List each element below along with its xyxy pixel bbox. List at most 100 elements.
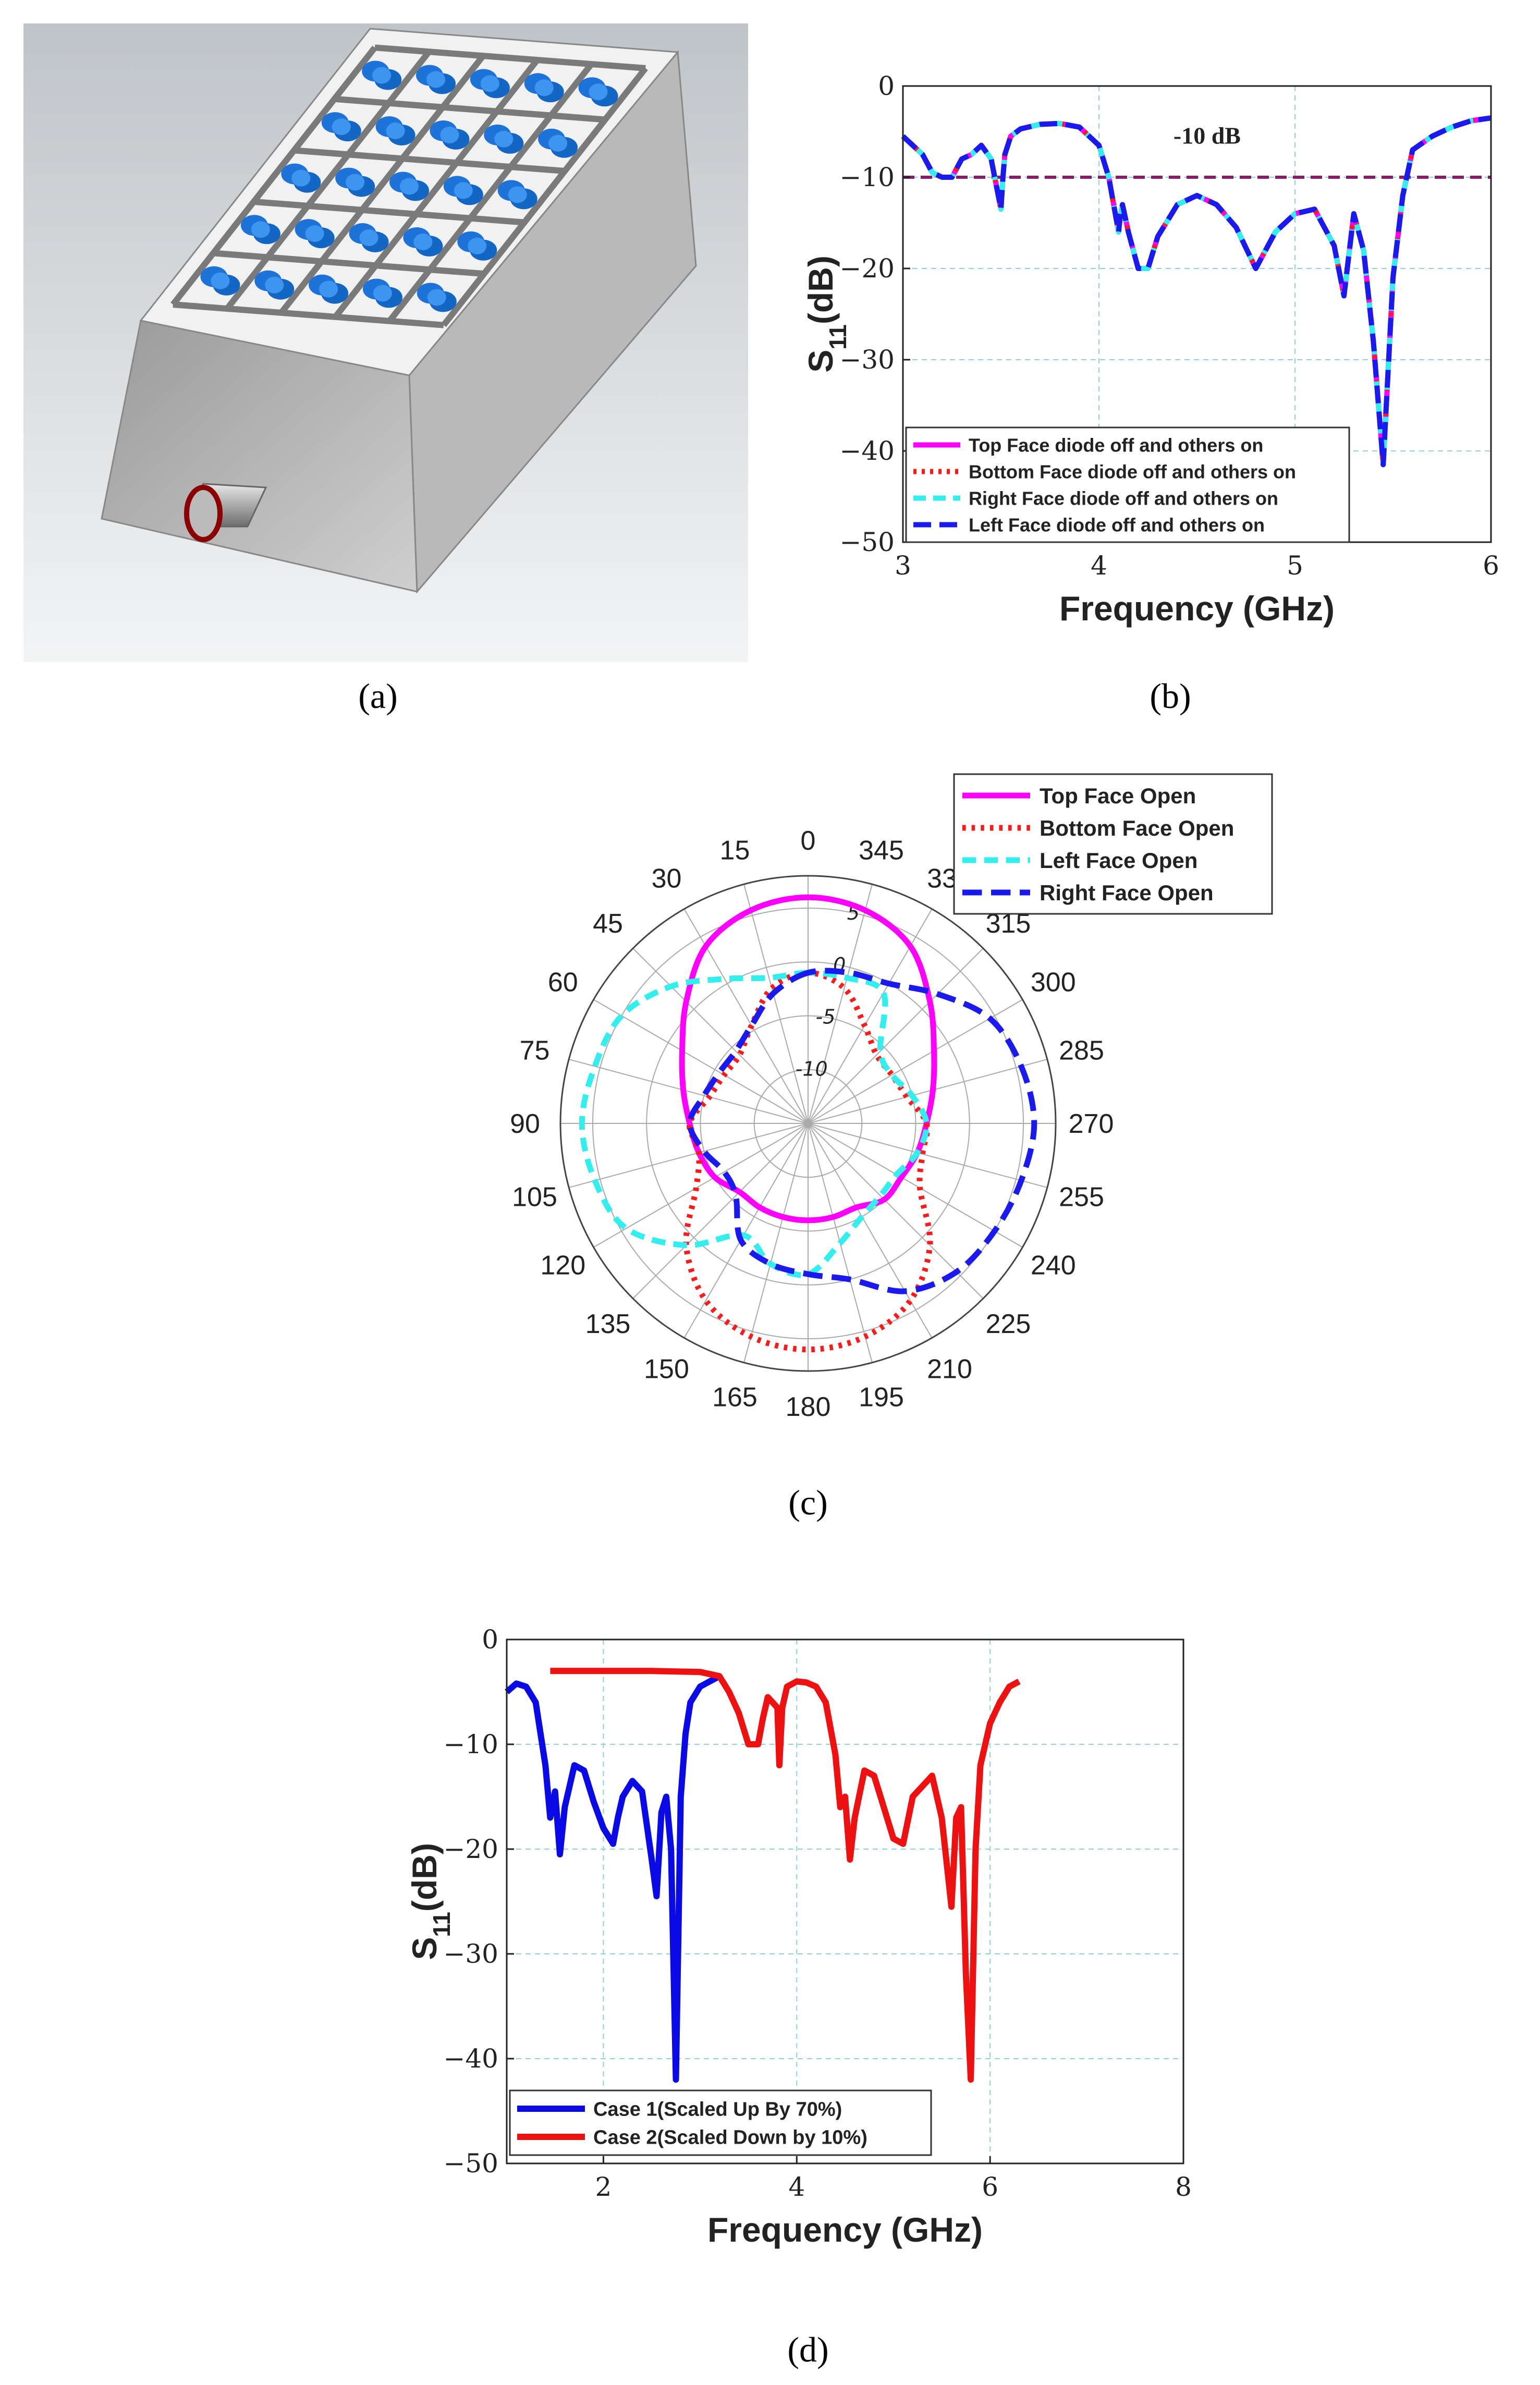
x-tick-label: 6	[982, 2172, 998, 2202]
x-tick-label: 5	[1287, 551, 1303, 581]
diode-icon	[443, 176, 483, 205]
y-axis-label: S11(dB)	[801, 255, 851, 373]
angle-tick-label: 210	[927, 1354, 972, 1384]
y-tick-label: −20	[839, 253, 895, 284]
legend-label-4: Left Face diode off and others on	[969, 514, 1265, 535]
x-tick-label: 2	[595, 2172, 612, 2202]
grid-bar	[253, 198, 525, 226]
polar-spoke	[808, 1123, 1048, 1188]
diode-icon	[362, 60, 402, 90]
angle-tick-label: 0	[801, 826, 816, 856]
polar-spoke	[808, 1123, 984, 1299]
angle-tick-label: 255	[1059, 1182, 1104, 1213]
diode-icon	[403, 227, 443, 256]
angle-tick-label: 75	[520, 1035, 550, 1066]
plot-area	[507, 1640, 1183, 2163]
y-tick-label: 0	[878, 71, 895, 101]
antenna-3d-render	[23, 23, 748, 662]
angle-tick-label: 150	[644, 1354, 689, 1384]
grid-bar	[334, 95, 606, 123]
series-line-4	[901, 115, 1492, 468]
connector-icon	[184, 483, 267, 542]
diode-icon	[362, 278, 402, 308]
polar-spoke	[632, 948, 809, 1124]
polar-spoke	[568, 1059, 809, 1124]
angle-tick-label: 345	[859, 836, 904, 866]
angle-tick-label: 270	[1069, 1109, 1114, 1139]
y-tick-label: −30	[839, 345, 895, 375]
legend-label-1: Top Face Open	[1040, 784, 1196, 808]
diode-icon	[524, 73, 564, 103]
polar-ring	[592, 907, 1024, 1340]
diode-icon	[375, 116, 415, 146]
grid-bar	[213, 250, 484, 277]
polar-series-4	[687, 968, 1037, 1294]
legend-label-3: Right Face diode off and others on	[969, 487, 1278, 509]
polar-spoke	[632, 1123, 809, 1299]
polar-spoke	[743, 884, 809, 1124]
legend: Case 1(Scaled Up By 70%) Case 2(Scaled Do…	[509, 2089, 932, 2156]
angle-tick-label: 240	[1031, 1251, 1076, 1281]
polar-spoke	[683, 909, 809, 1124]
diode-icon	[538, 128, 578, 158]
polar-series-3	[579, 970, 930, 1278]
diode-icon	[321, 112, 361, 142]
grid-bar	[441, 66, 648, 327]
angle-tick-label: 30	[652, 864, 682, 894]
diode-icon	[470, 69, 510, 99]
diode-icon	[240, 215, 280, 244]
angle-tick-label: 195	[859, 1382, 904, 1412]
polar-spoke	[808, 948, 984, 1124]
polar-spoke	[808, 999, 1023, 1124]
r-tick-label: -10	[796, 1057, 828, 1080]
y-tick-label: −20	[443, 1834, 498, 1864]
angle-tick-label: 120	[540, 1251, 585, 1281]
angle-tick-label: 165	[712, 1382, 757, 1412]
diode-icon	[200, 266, 240, 296]
x-tick-label: 4	[788, 2172, 805, 2202]
angle-tick-label: 15	[720, 836, 750, 866]
polar-outer-ring	[559, 875, 1057, 1372]
angle-tick-label: 90	[510, 1109, 540, 1139]
y-tick-label: −40	[839, 436, 895, 466]
y-tick-label: −30	[443, 1939, 498, 1969]
grid-bar	[173, 301, 444, 328]
angle-tick-label: 180	[786, 1392, 831, 1422]
y-tick-label: −10	[839, 162, 895, 192]
diode-icon	[254, 270, 295, 300]
diode-icon	[335, 167, 375, 197]
y-tick-label: 0	[482, 1624, 498, 1655]
legend: Top Face Open Bottom Face Open Left Face O…	[953, 773, 1273, 915]
legend-label-4: Right Face Open	[1040, 880, 1214, 905]
y-tick-label: −40	[443, 2044, 498, 2074]
legend: Top Face diode off and others on Bottom F…	[905, 426, 1350, 543]
legend-label-2: Bottom Face diode off and others on	[969, 461, 1296, 482]
angle-tick-label: 105	[512, 1182, 557, 1213]
legend-label-2: Bottom Face Open	[1040, 816, 1234, 840]
grid-bar	[278, 54, 486, 315]
angle-tick-label: 285	[1059, 1035, 1104, 1066]
x-tick-label: 8	[1175, 2172, 1192, 2202]
diode-icon	[497, 180, 537, 210]
y-tick-label: −50	[443, 2148, 498, 2179]
diode-icon	[416, 65, 456, 94]
annotation-label: -10 dB	[1174, 122, 1241, 149]
legend-label-2: Case 2(Scaled Down by 10%)	[593, 2127, 867, 2149]
grid-bar	[224, 50, 432, 311]
x-axis-label: Frequency (GHz)	[1059, 589, 1335, 628]
series-line-1	[505, 1673, 721, 2083]
diode-icon	[430, 120, 470, 150]
diode-icon	[484, 124, 524, 154]
grid-bar	[294, 147, 565, 175]
x-tick-label: 4	[1091, 551, 1107, 581]
polar-spoke	[593, 1123, 809, 1248]
x-axis-label: Frequency (GHz)	[707, 2210, 983, 2249]
polar-spoke	[808, 1123, 1023, 1248]
grid-bar	[170, 45, 377, 307]
angle-tick-label: 60	[548, 968, 578, 998]
polar-spoke	[593, 999, 809, 1124]
caption-d: (d)	[787, 2330, 828, 2369]
legend-label-3: Left Face Open	[1040, 848, 1197, 873]
polar-spoke	[743, 1123, 809, 1363]
